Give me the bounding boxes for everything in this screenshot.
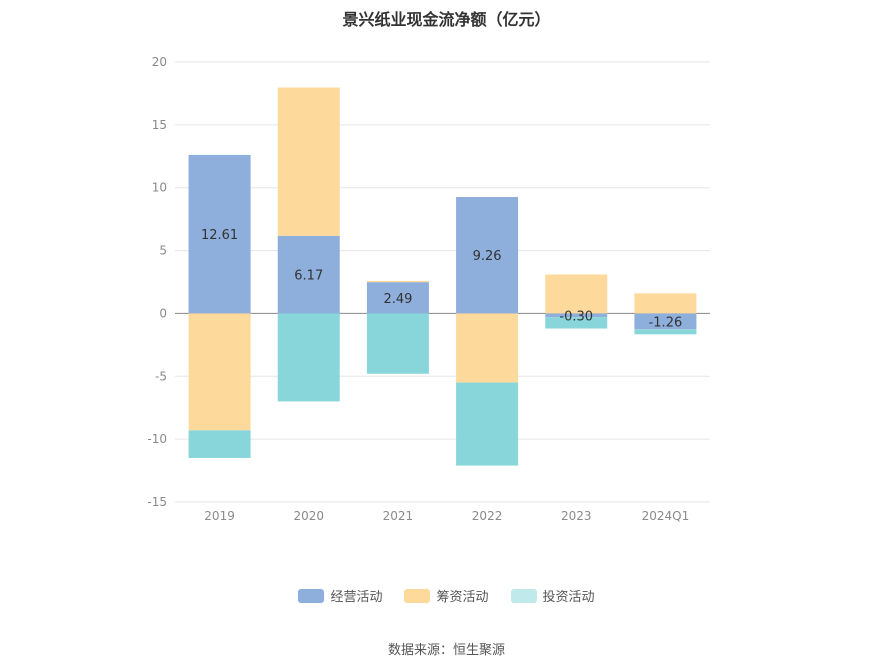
chart-legend: 经营活动 筹资活动 投资活动 — [0, 586, 893, 605]
y-tick-label: 10 — [152, 181, 167, 195]
bar-segment[interactable] — [456, 313, 519, 383]
chart-title: 景兴纸业现金流净额（亿元） — [342, 10, 551, 29]
y-tick-label: 5 — [159, 244, 167, 258]
bar-segment[interactable] — [634, 313, 697, 330]
x-tick-label: 2023 — [561, 509, 592, 523]
bar-segment[interactable] — [366, 313, 429, 374]
y-tick-label: -5 — [155, 369, 167, 383]
legend-label-investing: 投资活动 — [542, 590, 595, 605]
y-tick-label: 20 — [152, 55, 167, 69]
legend-swatch-investing — [510, 588, 537, 603]
bar-segment[interactable] — [366, 280, 429, 283]
bar-segment[interactable] — [545, 313, 608, 318]
bar-segment[interactable] — [634, 293, 697, 314]
legend-item-investing[interactable]: 投资活动 — [510, 586, 595, 605]
x-tick-label: 2024Q1 — [642, 509, 690, 523]
bar-segment[interactable] — [188, 430, 251, 458]
bar-segment[interactable] — [456, 197, 519, 314]
bar-segment[interactable] — [545, 274, 608, 314]
data-label: 2.49 — [383, 292, 412, 307]
x-tick-label: 2020 — [293, 509, 324, 523]
data-label: 6.17 — [294, 269, 323, 284]
bar-segment[interactable] — [277, 87, 340, 236]
data-source: 数据来源：恒生聚源 — [387, 643, 505, 658]
data-label: 12.61 — [201, 228, 238, 243]
y-tick-label: 0 — [159, 306, 167, 320]
legend-item-financing[interactable]: 筹资活动 — [404, 586, 489, 605]
y-tick-label: -15 — [147, 495, 167, 509]
bar-segment[interactable] — [634, 329, 697, 335]
legend-swatch-operating — [298, 588, 325, 603]
legend-label-financing: 筹资活动 — [436, 590, 489, 605]
data-label: -0.30 — [559, 309, 593, 324]
y-tick-label: 15 — [152, 118, 167, 132]
bar-segment[interactable] — [456, 382, 519, 466]
data-label: 9.26 — [473, 249, 502, 264]
bar-segment[interactable] — [277, 313, 340, 402]
bar-segment[interactable] — [188, 313, 251, 431]
bar-segment[interactable] — [277, 235, 340, 314]
stacked-bar-chart: 20 15 10 5 0 -5 -10 -15 2019 2020 2021 2022 2023 2024… — [147, 55, 710, 523]
x-tick-label: 2022 — [472, 509, 503, 523]
legend-label-operating: 经营活动 — [330, 590, 383, 605]
legend-item-operating[interactable]: 经营活动 — [298, 586, 382, 605]
y-tick-label: -10 — [147, 432, 167, 446]
x-tick-label: 2021 — [383, 509, 414, 523]
legend-swatch-financing — [404, 588, 431, 603]
bar-segment[interactable] — [545, 317, 608, 329]
bar-segment[interactable] — [188, 154, 251, 314]
bar-segment[interactable] — [366, 282, 429, 314]
data-label: -1.26 — [649, 315, 683, 330]
x-tick-label: 2019 — [204, 509, 235, 523]
